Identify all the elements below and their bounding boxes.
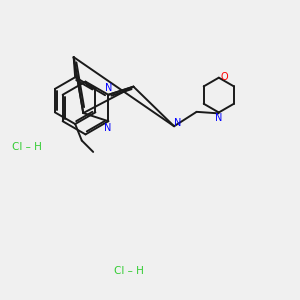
Text: N: N: [105, 83, 112, 93]
Text: Cl – H: Cl – H: [114, 266, 144, 277]
Text: N: N: [215, 113, 223, 123]
Text: N: N: [174, 118, 182, 128]
Text: Cl – H: Cl – H: [12, 142, 42, 152]
Text: O: O: [220, 72, 228, 82]
Text: N: N: [104, 123, 112, 133]
